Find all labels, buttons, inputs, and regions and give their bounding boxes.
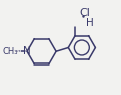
Text: N: N	[14, 46, 21, 56]
Text: Cl: Cl	[79, 8, 90, 18]
Text: CH₃: CH₃	[2, 47, 18, 56]
Text: N: N	[23, 46, 31, 56]
Text: H: H	[86, 18, 94, 28]
